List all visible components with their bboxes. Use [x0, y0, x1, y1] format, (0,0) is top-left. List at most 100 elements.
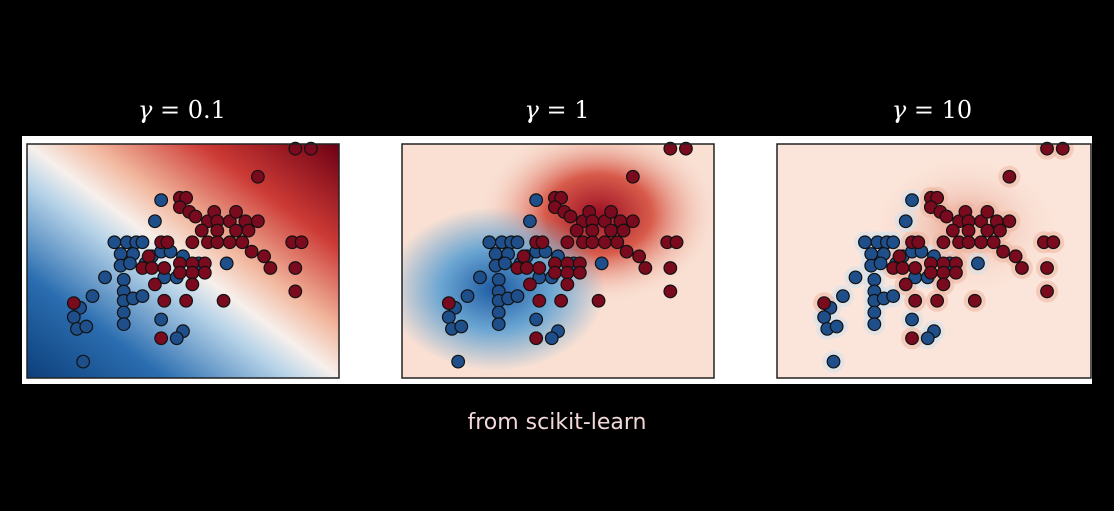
point-blue	[460, 289, 475, 304]
point-blue	[858, 235, 872, 250]
point-blue	[154, 193, 169, 208]
point-blue	[905, 312, 919, 327]
point-blue	[898, 214, 913, 229]
gamma-symbol-2: γ	[524, 96, 539, 124]
point-red	[229, 223, 243, 238]
point-red	[172, 265, 187, 280]
point-red	[585, 223, 600, 238]
axes-frame-2	[401, 143, 715, 379]
point-red	[908, 261, 923, 275]
point-red	[961, 235, 976, 250]
point-blue	[864, 247, 879, 261]
point-red	[980, 204, 995, 219]
point-red	[597, 235, 612, 250]
point-red	[936, 235, 951, 250]
point-blue	[826, 354, 841, 369]
point-blue	[451, 354, 466, 369]
point-red	[222, 235, 237, 250]
point-red	[1040, 284, 1054, 299]
point-red	[663, 284, 678, 299]
point-red	[572, 265, 587, 280]
point-red	[569, 223, 584, 238]
point-red	[160, 235, 175, 250]
point-red	[908, 293, 923, 308]
point-red	[939, 209, 954, 224]
point-blue	[135, 289, 150, 304]
point-blue	[76, 354, 91, 369]
point-red	[288, 261, 303, 275]
point-red	[1002, 169, 1017, 184]
point-blue	[523, 214, 537, 229]
point-red	[663, 261, 678, 275]
point-red	[585, 235, 600, 250]
point-blue	[473, 270, 487, 285]
panel-1	[26, 141, 340, 379]
point-red	[241, 223, 256, 238]
point-red	[144, 261, 159, 275]
gamma-symbol-3: γ	[891, 96, 907, 124]
point-red	[532, 261, 547, 275]
panel-title-3: γ = 10	[891, 96, 973, 124]
point-blue	[510, 235, 525, 250]
point-blue	[829, 319, 844, 334]
point-red	[197, 265, 212, 280]
point-red	[930, 190, 945, 205]
point-red	[560, 235, 575, 250]
point-blue	[79, 319, 94, 334]
point-blue	[873, 256, 888, 271]
point-blue	[971, 256, 985, 271]
point-red	[996, 244, 1010, 259]
point-red	[216, 293, 231, 308]
panel-2	[401, 141, 715, 379]
point-red	[949, 265, 963, 280]
point-red	[1040, 141, 1054, 156]
point-red	[250, 169, 265, 184]
point-red	[560, 277, 575, 292]
point-blue	[135, 235, 150, 250]
point-red	[185, 235, 200, 250]
point-red	[967, 293, 982, 308]
point-red	[604, 223, 618, 238]
point-red	[619, 244, 634, 259]
point-red	[441, 296, 456, 311]
point-red	[535, 235, 550, 250]
point-blue	[169, 331, 184, 346]
point-red	[304, 141, 318, 156]
panel-3	[776, 141, 1092, 379]
point-red	[188, 209, 203, 224]
point-blue	[886, 289, 901, 304]
point-red	[194, 223, 209, 238]
point-blue	[867, 317, 882, 332]
point-red	[563, 209, 578, 224]
point-blue	[867, 305, 882, 320]
point-blue	[482, 235, 497, 250]
point-red	[179, 293, 194, 308]
point-red	[141, 249, 156, 264]
point-red	[936, 265, 951, 280]
point-blue	[113, 247, 128, 261]
panels-layer	[26, 141, 1092, 379]
point-red	[679, 141, 693, 156]
point-red	[1008, 249, 1023, 264]
point-blue	[817, 310, 831, 325]
point-red	[616, 223, 631, 238]
point-blue	[498, 256, 512, 271]
point-blue	[116, 272, 131, 287]
point-blue	[544, 331, 559, 346]
point-red	[554, 190, 569, 205]
point-blue	[491, 305, 506, 320]
point-red	[1055, 141, 1070, 156]
panel-title-2: γ = 1	[524, 96, 590, 124]
point-blue	[848, 270, 863, 285]
point-red	[154, 331, 169, 346]
point-red	[547, 265, 562, 280]
point-red	[185, 277, 200, 292]
point-red	[993, 223, 1007, 238]
point-red	[597, 214, 612, 229]
point-red	[1002, 214, 1017, 229]
axes-frame-3	[776, 143, 1092, 379]
point-red	[210, 235, 225, 250]
point-red	[250, 214, 265, 229]
point-red	[523, 277, 537, 292]
